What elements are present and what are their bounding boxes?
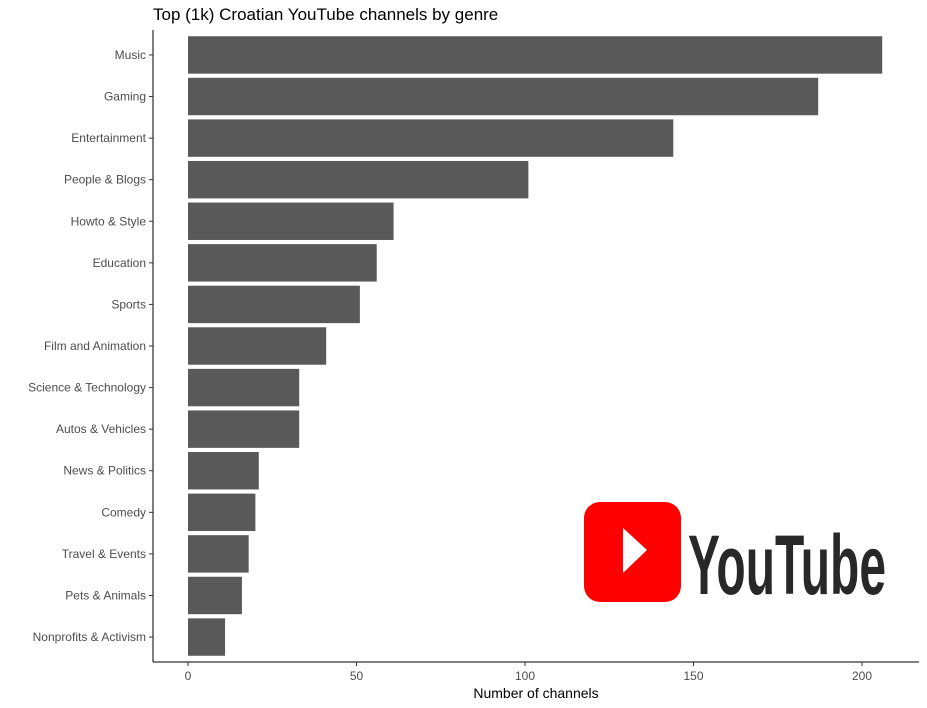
y-tick-label: Howto & Style	[71, 214, 147, 228]
y-tick-label: Sports	[111, 297, 146, 311]
y-axis: Music Gaming Entertainment People & Blogs Ho…	[28, 48, 153, 644]
y-tick-label: Pets & Animals	[65, 588, 146, 602]
bar-music	[188, 36, 883, 74]
x-tick-label: 200	[852, 669, 872, 683]
y-tick-label: People & Blogs	[64, 173, 146, 187]
y-tick-label: Science & Technology	[28, 381, 146, 395]
bar-science-technology	[188, 368, 300, 407]
y-tick-label: Travel & Events	[62, 547, 146, 561]
play-triangle-icon	[623, 528, 647, 573]
bar-comedy	[188, 493, 256, 532]
bar-howto-style	[188, 202, 394, 240]
y-tick-label: News & Politics	[63, 464, 146, 478]
bar-sports	[188, 285, 360, 324]
x-axis-title: Number of channels	[473, 685, 598, 701]
y-tick-label: Gaming	[104, 90, 146, 104]
x-tick-label: 50	[350, 669, 364, 683]
chart-title: Top (1k) Croatian YouTube channels by ge…	[153, 5, 499, 24]
x-tick-label: 100	[515, 669, 535, 683]
y-tick-label: Education	[93, 256, 146, 270]
y-tick-label: Film and Animation	[44, 339, 146, 353]
logo-wordmark: YouTube	[688, 518, 886, 612]
youtube-logo: YouTube	[584, 502, 886, 612]
y-tick-label: Comedy	[101, 505, 146, 519]
bar-nonprofits-activism	[188, 618, 226, 656]
y-tick-label: Autos & Vehicles	[56, 422, 146, 436]
x-axis: 0 50 100 150 200	[185, 662, 872, 683]
bar-news-politics	[188, 452, 259, 490]
x-tick-label: 0	[185, 669, 192, 683]
bars-group	[188, 36, 883, 656]
bar-people-blogs	[188, 160, 529, 199]
bar-pets-animals	[188, 576, 242, 615]
bar-gaming	[188, 77, 819, 116]
bar-entertainment	[188, 119, 674, 157]
y-tick-label: Nonprofits & Activism	[33, 630, 146, 644]
y-tick-label: Entertainment	[71, 131, 146, 145]
bar-travel-events	[188, 535, 249, 573]
bar-film-and-animation	[188, 327, 327, 365]
y-tick-label: Music	[115, 48, 146, 62]
bar-autos-vehicles	[188, 410, 300, 448]
bar-education	[188, 244, 377, 282]
x-tick-label: 150	[683, 669, 703, 683]
